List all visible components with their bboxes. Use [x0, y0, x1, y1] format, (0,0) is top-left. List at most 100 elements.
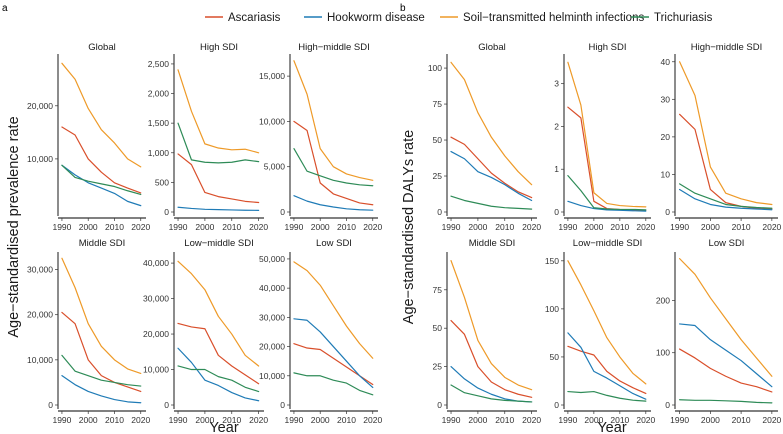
series-line-soil-transmitted-helminth-infections: [450, 61, 533, 186]
y-tick-label: 50: [550, 352, 560, 362]
x-tick-label: 1990: [670, 415, 689, 425]
y-axis-title: Age−standardised DALYs rate: [401, 130, 417, 324]
y-tick-label: 75: [433, 99, 443, 109]
series-line-hookworm-disease: [679, 323, 773, 388]
y-tick-label: 1: [554, 164, 559, 174]
y-tick-label: 15,000: [259, 71, 285, 81]
series-line-hookworm-disease: [679, 188, 773, 211]
series-line-trichuriasis: [177, 365, 260, 393]
facet-title: Global: [478, 42, 505, 53]
x-tick-label: 2020: [522, 415, 541, 425]
y-tick-label: 500: [155, 177, 169, 187]
x-tick-label: 2010: [732, 222, 751, 232]
x-tick-label: 2000: [584, 222, 603, 232]
y-tick-label: 20,000: [27, 101, 53, 111]
series-line-soil-transmitted-helminth-infections: [567, 61, 647, 208]
series-line-trichuriasis: [293, 147, 374, 187]
series-line-hookworm-disease: [567, 332, 647, 400]
panel-b: Age−standardised DALYs rateYearGlobal025…: [401, 42, 782, 434]
y-tick-label: 1,500: [148, 118, 170, 128]
series-line-ascariasis: [61, 126, 142, 194]
y-tick-label: 30,000: [27, 265, 53, 275]
series-line-ascariasis: [177, 322, 260, 385]
y-tick-label: 30,000: [143, 294, 169, 304]
y-tick-label: 75: [433, 285, 443, 295]
series-line-soil-transmitted-helminth-infections: [450, 260, 533, 391]
series-line-hookworm-disease: [61, 164, 142, 207]
x-tick-label: 2020: [131, 415, 150, 425]
x-tick-label: 2020: [762, 222, 781, 232]
x-tick-label: 2010: [105, 415, 124, 425]
y-tick-label: 2,000: [148, 89, 170, 99]
legend-item-trichuriasis: Trichuriasis: [631, 12, 713, 24]
series-line-hookworm-disease: [177, 206, 260, 211]
x-tick-label: 2000: [468, 415, 487, 425]
x-axis-title: Year: [209, 420, 238, 434]
series-line-soil-transmitted-helminth-infections: [177, 260, 260, 367]
y-tick-label: 3: [554, 79, 559, 89]
x-tick-label: 2020: [636, 222, 655, 232]
facet-high-middle-sdi: High−middle SDI 0 10 20 30 40 1990 2000 2010 2020: [661, 42, 782, 232]
x-tick-label: 1990: [442, 222, 461, 232]
x-tick-label: 2000: [79, 415, 98, 425]
series-line-soil-transmitted-helminth-infections: [679, 61, 773, 206]
facet-title: Low−middle SDI: [184, 238, 253, 249]
facet-title: Low SDI: [709, 238, 745, 249]
facet-high-sdi: High SDI 0 500 1,000 1,500 2,000 2,500 1990 2000…: [148, 42, 269, 232]
y-tick-label: 0: [280, 400, 285, 410]
series-line-trichuriasis: [450, 384, 533, 403]
x-tick-label: 2000: [701, 415, 720, 425]
y-tick-label: 50: [433, 135, 443, 145]
x-tick-label: 2000: [468, 222, 487, 232]
x-tick-label: 2000: [195, 415, 214, 425]
x-tick-label: 2010: [495, 415, 514, 425]
x-tick-label: 1990: [442, 415, 461, 425]
facet-title: Middle SDI: [79, 238, 125, 249]
series-line-ascariasis: [679, 113, 773, 210]
series-line-ascariasis: [450, 319, 533, 398]
series-line-ascariasis: [450, 136, 533, 199]
legend-label: Soil−transmitted helminth infections: [463, 12, 644, 24]
series-line-soil-transmitted-helminth-infections: [177, 69, 260, 154]
legend-label: Hookworm disease: [327, 12, 425, 24]
x-tick-label: 1990: [169, 222, 188, 232]
x-tick-label: 2010: [610, 222, 629, 232]
y-tick-label: 40,000: [259, 283, 285, 293]
legend-item-soil-transmitted-helminth-infections: Soil−transmitted helminth infections: [440, 12, 644, 24]
x-tick-label: 1990: [169, 415, 188, 425]
x-tick-label: 1990: [52, 222, 71, 232]
facet-title: Global: [88, 42, 115, 53]
legend: Ascariasis Hookworm disease Soil−transmitt…: [205, 12, 713, 24]
y-tick-label: 10,000: [27, 154, 53, 164]
series-line-soil-transmitted-helminth-infections: [61, 257, 142, 374]
series-line-soil-transmitted-helminth-infections: [61, 62, 142, 168]
y-tick-label: 0: [665, 400, 670, 410]
series-line-trichuriasis: [61, 354, 142, 387]
x-tick-label: 2020: [131, 222, 150, 232]
series-line-trichuriasis: [61, 164, 142, 196]
y-tick-label: 10,000: [27, 355, 53, 365]
x-tick-label: 2020: [363, 222, 382, 232]
panel-label-b: b: [400, 3, 406, 14]
y-tick-label: 0: [665, 207, 670, 217]
legend-item-ascariasis: Ascariasis: [205, 12, 281, 24]
x-tick-label: 2020: [363, 415, 382, 425]
series-line-ascariasis: [293, 343, 374, 386]
x-tick-label: 2010: [495, 222, 514, 232]
series-line-hookworm-disease: [177, 347, 260, 402]
y-tick-label: 50,000: [259, 254, 285, 264]
series-line-trichuriasis: [293, 372, 374, 396]
y-tick-label: 2,500: [148, 59, 170, 69]
legend-item-hookworm-disease: Hookworm disease: [304, 12, 425, 24]
facet-global: Global 10,000 20,000 1990 2000 2010 2020: [27, 42, 150, 232]
x-tick-label: 2010: [222, 222, 241, 232]
series-line-soil-transmitted-helminth-infections: [567, 260, 647, 385]
facet-title: High SDI: [200, 42, 238, 53]
y-tick-label: 40: [661, 57, 671, 67]
x-tick-label: 2000: [311, 222, 330, 232]
series-line-hookworm-disease: [293, 195, 374, 211]
legend-label: Ascariasis: [228, 12, 281, 24]
y-tick-label: 30,000: [259, 312, 285, 322]
y-tick-label: 200: [656, 295, 670, 305]
y-tick-label: 10,000: [143, 365, 169, 375]
